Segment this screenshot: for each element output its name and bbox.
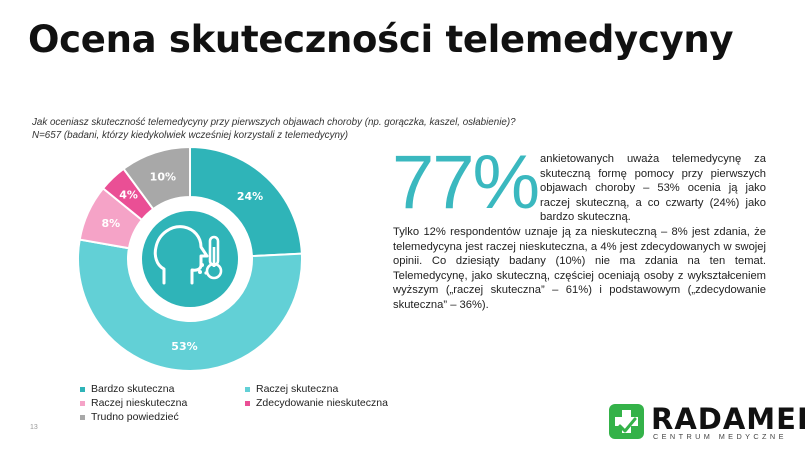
legend-label: Trudno powiedzieć [91,411,179,423]
slice-value-label: 10% [150,170,176,183]
legend-swatch [80,386,85,392]
legend-label: Zdecydowanie nieskuteczna [256,397,388,409]
legend-item: Bardzo skuteczna [80,383,174,395]
legend-item: Raczej skuteczna [245,383,338,395]
slice-value-label: 4% [119,189,138,202]
face-thermometer-icon [142,211,238,307]
donut-slice-raczej-skuteczna [77,238,303,372]
slice-value-label: 53% [171,340,197,353]
legend-item: Raczej nieskuteczna [80,397,187,409]
key-statistic: 77% [392,140,540,225]
donut-slice-bardzo-skuteczna [189,145,303,258]
donut-slice-trudno-powiedzieć [122,145,191,211]
slice-value-label: 24% [237,190,263,203]
slice-value-label: 8% [102,217,121,230]
legend-label: Bardzo skuteczna [91,383,175,395]
page-title: Ocena skuteczności telemedycyny [28,18,734,61]
legend-swatch [245,400,250,406]
logo-subtitle: CENTRUM MEDYCZNE [653,432,787,441]
survey-question: Jak oceniasz skuteczność telemedycyny pr… [32,116,632,142]
radamed-logo: RADAMED CENTRUM MEDYCZNE [609,402,805,444]
legend-label: Raczej skuteczna [256,383,339,395]
legend-swatch [80,414,85,420]
summary-paragraph: Tylko 12% respondentów uznaje ją za nies… [393,226,766,311]
logo-name: RADAMED [651,402,805,436]
medical-cross-icon [609,404,644,439]
key-statistic-description: ankietowanych uważa telemedycynę za skut… [540,153,766,224]
page-number: 13 [30,424,38,431]
legend-item: Zdecydowanie nieskuteczna [245,397,388,409]
sample-size-note: N=657 (badani, którzy kiedykolwiek wcześ… [32,130,349,141]
question-text: Jak oceniasz skuteczność telemedycyny pr… [32,117,516,128]
legend-swatch [245,386,250,392]
legend-label: Raczej nieskuteczna [91,397,188,409]
legend-item: Trudno powiedzieć [80,411,179,423]
legend-swatch [80,400,85,406]
